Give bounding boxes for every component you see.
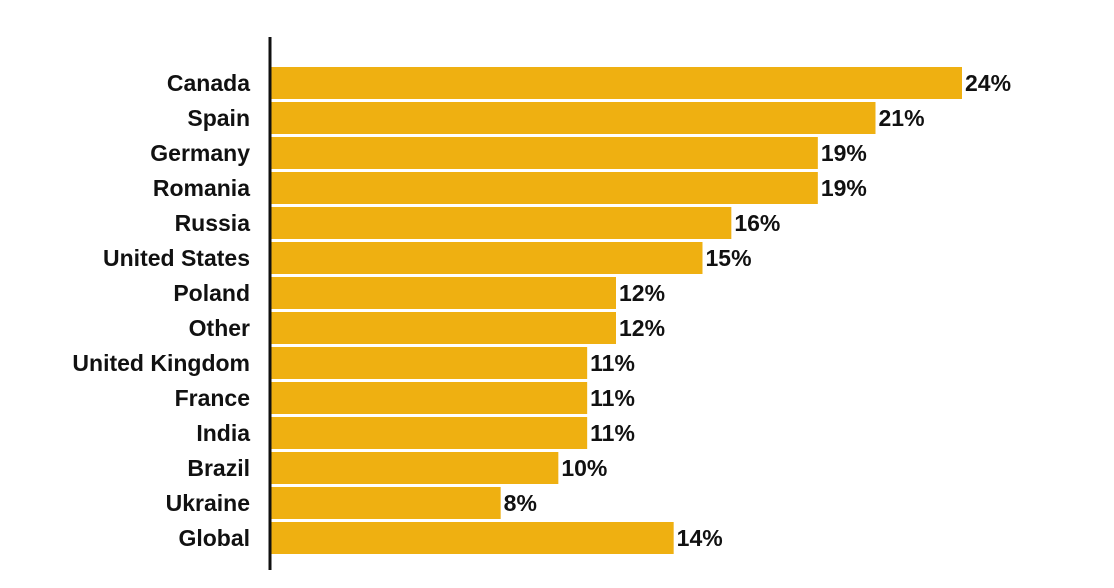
category-label-germany: Germany — [150, 140, 250, 166]
category-label-united-kingdom: United Kingdom — [72, 350, 250, 376]
category-label-india: India — [196, 420, 250, 446]
category-label-other: Other — [189, 315, 250, 341]
category-label-spain: Spain — [187, 105, 250, 131]
value-label-global: 14% — [677, 525, 723, 551]
category-label-ukraine: Ukraine — [166, 490, 250, 516]
category-label-poland: Poland — [173, 280, 250, 306]
value-label-germany: 19% — [821, 140, 867, 166]
bar-other — [270, 312, 616, 344]
bar-brazil — [270, 452, 559, 484]
value-label-romania: 19% — [821, 175, 867, 201]
bar-india — [270, 417, 588, 449]
bar-germany — [270, 137, 818, 169]
value-label-poland: 12% — [619, 280, 665, 306]
bar-united-kingdom — [270, 347, 588, 379]
bar-spain — [270, 102, 876, 134]
value-label-united-kingdom: 11% — [590, 350, 635, 376]
bars-layer — [270, 67, 962, 554]
value-label-united-states: 15% — [706, 245, 752, 271]
value-label-spain: 21% — [879, 105, 925, 131]
category-label-global: Global — [178, 525, 250, 551]
bar-france — [270, 382, 588, 414]
bar-global — [270, 522, 674, 554]
value-label-canada: 24% — [965, 70, 1011, 96]
value-label-russia: 16% — [734, 210, 780, 236]
value-label-other: 12% — [619, 315, 665, 341]
bar-ukraine — [270, 487, 501, 519]
bar-russia — [270, 207, 732, 239]
category-label-brazil: Brazil — [187, 455, 250, 481]
value-label-france: 11% — [590, 385, 635, 411]
category-label-united-states: United States — [103, 245, 250, 271]
category-label-romania: Romania — [153, 175, 250, 201]
category-label-canada: Canada — [167, 70, 250, 96]
bar-poland — [270, 277, 616, 309]
category-label-france: France — [175, 385, 250, 411]
category-label-russia: Russia — [175, 210, 251, 236]
labels-layer: Canada 24% Spain 21% Germany 19% Romania 19% Rus… — [72, 70, 1011, 551]
value-label-brazil: 10% — [561, 455, 607, 481]
bar-united-states — [270, 242, 703, 274]
value-label-india: 11% — [590, 420, 635, 446]
bar-canada — [270, 67, 962, 99]
value-label-ukraine: 8% — [504, 490, 537, 516]
bar-romania — [270, 172, 818, 204]
